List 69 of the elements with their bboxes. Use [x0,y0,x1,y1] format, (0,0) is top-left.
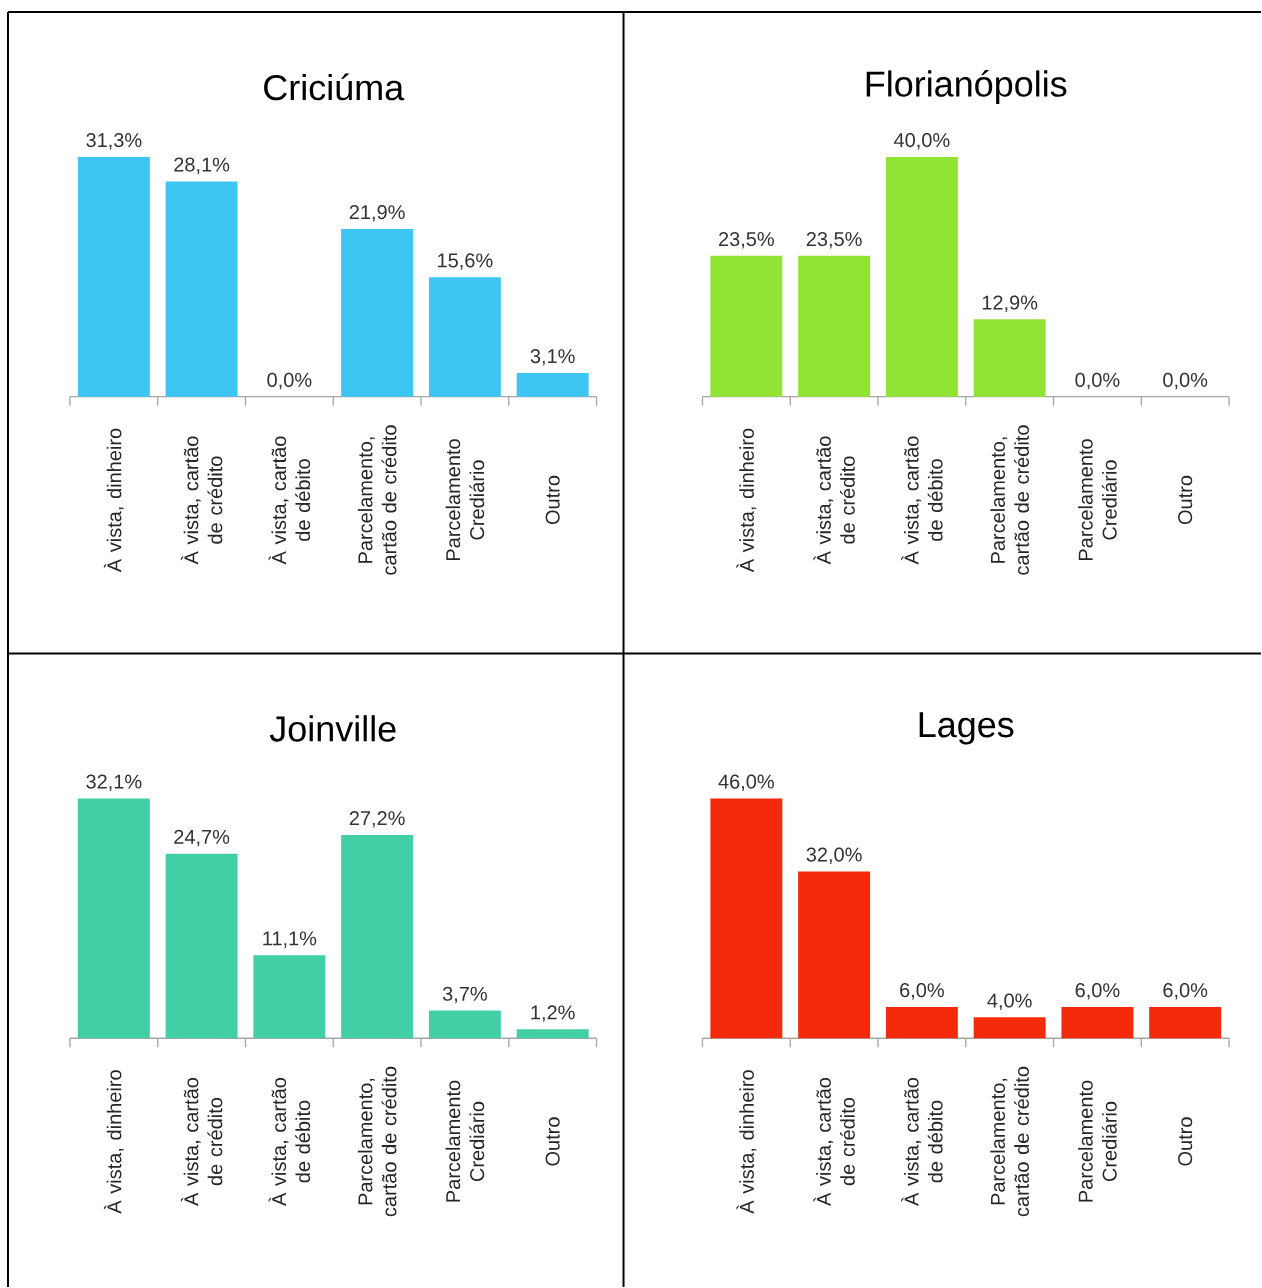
bar [77,798,150,1039]
x-tick-label: Parcelamento Crediário [1078,439,1117,561]
x-tick-label: Outro [545,1117,560,1166]
data-label: 15,6% [438,253,493,270]
bar [973,1017,1046,1039]
data-label: 31,3% [86,133,142,150]
data-label: 6,0% [1163,983,1208,1000]
x-tick-label: À vista, cartão de débito [268,1077,311,1206]
x-tick-label: Parcelamento, cartão de crédito [990,425,1029,575]
data-label: 28,1% [174,157,230,175]
x-tick-label: À vista, cartão de crédito [180,1077,223,1206]
bar [798,871,871,1039]
x-tick-label: Outro [545,475,560,525]
data-label: 23,5% [806,231,862,249]
data-label: 3,7% [442,986,487,1004]
bar [253,955,326,1039]
x-tick-label: À vista, dinheiro [736,1070,757,1214]
data-label: 40,0% [894,133,950,150]
x-tick-label: À vista, cartão de débito [268,436,311,565]
data-label: 23,5% [719,231,774,249]
data-label: 0,0% [1163,372,1208,390]
bar [77,156,150,397]
x-tick-label: Parcelamento, cartão de crédito [990,1066,1029,1217]
x-tick-label: À vista, dinheiro [103,428,124,573]
chart-title: Joinville [269,715,396,742]
x-tick-label: Outro [1178,1117,1193,1166]
data-label: 1,2% [531,1005,575,1022]
data-label: 6,0% [1075,983,1120,1000]
data-label: 24,7% [174,829,230,847]
chart-title: Lages [919,712,1014,745]
x-tick-label: À vista, cartão de crédito [813,1077,855,1206]
bar [165,853,238,1039]
bar [341,228,414,397]
x-tick-label: Parcelamento, cartão de crédito [357,1066,397,1217]
x-tick-label: À vista, cartão de crédito [180,436,223,565]
data-label: 32,1% [86,774,142,792]
x-tick-label: À vista, dinheiro [736,428,757,573]
bar [165,181,238,397]
data-label: 6,0% [900,983,944,1000]
x-tick-label: Parcelamento, cartão de crédito [357,425,397,575]
data-label: 12,9% [982,295,1038,312]
x-tick-label: Parcelamento Crediário [1078,1080,1117,1202]
chart-title: Florianópolis [866,69,1067,104]
data-label: 3,1% [530,349,575,366]
x-tick-label: Outro [1178,475,1193,525]
bar [428,277,501,397]
data-label: 11,1% [263,931,317,948]
data-label: 46,0% [718,774,774,792]
chart-title: Criciúma [264,73,405,101]
data-label: 32,0% [806,847,862,865]
bar [516,372,589,397]
data-label: 0,0% [1075,372,1120,390]
x-tick-label: À vista, dinheiro [103,1070,124,1214]
x-tick-label: À vista, cartão de débito [901,436,943,565]
bar [710,798,783,1039]
x-tick-label: À vista, cartão de débito [901,1077,943,1206]
bar [516,1029,589,1039]
bar [1061,1006,1134,1039]
x-tick-label: À vista, cartão de crédito [813,436,855,565]
x-tick-label: Parcelamento Crediário [445,439,485,561]
bar [885,1006,958,1039]
data-label: 21,9% [349,205,405,222]
bar [341,835,414,1039]
bar [1149,1006,1222,1039]
bar [428,1010,501,1039]
data-label: 4,0% [987,993,1032,1010]
data-label: 27,2% [349,811,405,828]
x-tick-label: Parcelamento Crediário [445,1080,485,1202]
data-label: 0,0% [267,372,312,390]
